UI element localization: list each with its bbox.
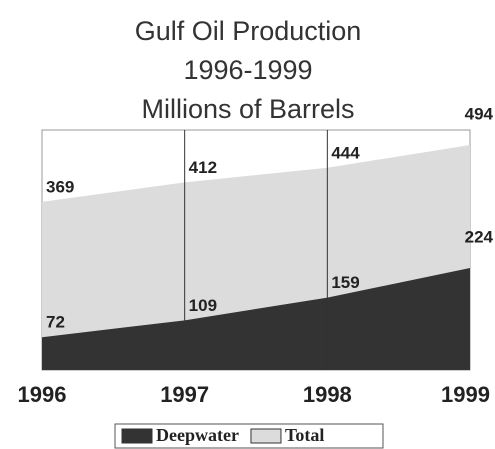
data-label: 159 [331, 273, 359, 292]
x-tick-label: 1999 [441, 382, 490, 407]
plot-area [41, 129, 471, 371]
chart-title: Millions of Barrels [141, 94, 354, 124]
x-tick-label: 1998 [303, 382, 352, 407]
legend-swatch [121, 428, 153, 444]
data-label: 494 [465, 104, 494, 123]
x-tick-label: 1997 [160, 382, 209, 407]
data-label: 109 [189, 296, 217, 315]
data-label: 72 [46, 313, 65, 332]
chart-title: 1996-1999 [183, 55, 312, 85]
legend-label: Total [285, 425, 324, 445]
legend-label: Deepwater [156, 425, 239, 445]
data-label: 369 [46, 177, 74, 196]
area [42, 267, 470, 370]
data-label: 412 [189, 158, 217, 177]
legend-box [114, 423, 384, 449]
chart-title: Gulf Oil Production [135, 16, 362, 46]
data-label: 444 [331, 143, 360, 162]
x-tick-label: 1996 [18, 382, 67, 407]
data-label: 224 [465, 227, 494, 246]
legend-swatch [250, 428, 282, 444]
